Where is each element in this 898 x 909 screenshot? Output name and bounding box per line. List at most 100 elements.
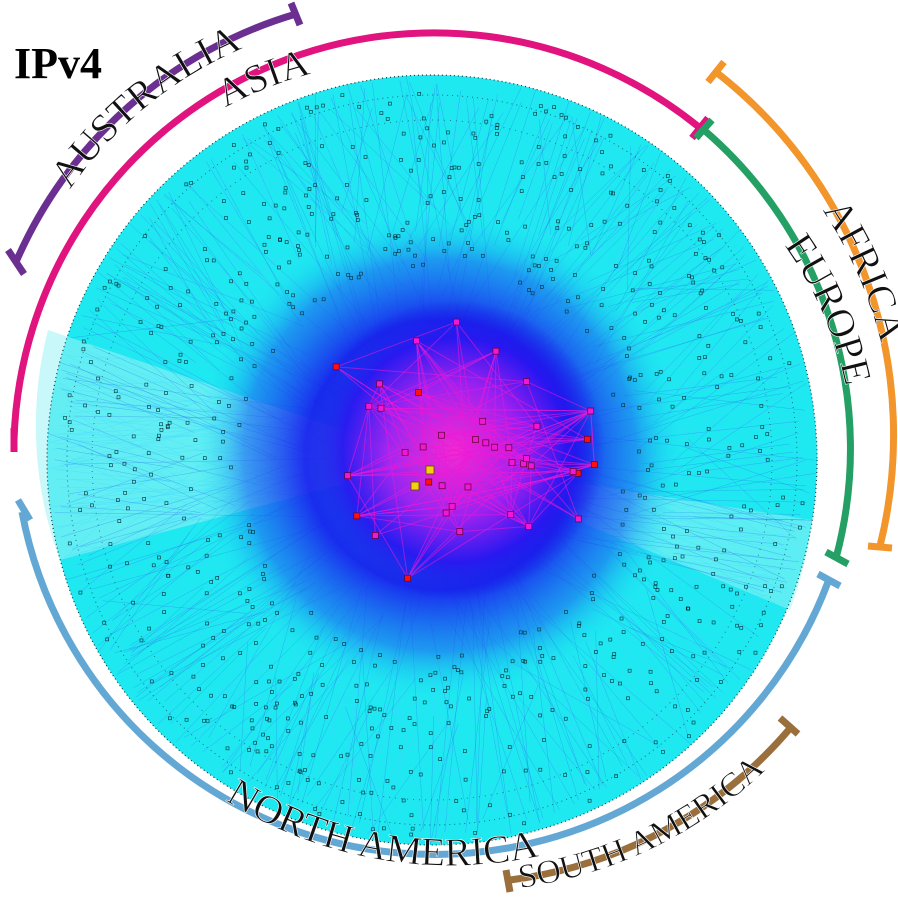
- edge: [278, 132, 317, 218]
- node: [642, 577, 646, 582]
- edge: [176, 608, 224, 722]
- node: [398, 745, 403, 750]
- edge: [80, 567, 206, 602]
- edge: [293, 125, 302, 248]
- node: [108, 279, 112, 284]
- node: [108, 542, 113, 546]
- node: [654, 689, 659, 694]
- edge: [221, 659, 306, 767]
- edge: [200, 649, 244, 767]
- node: [583, 687, 588, 692]
- node: [428, 673, 433, 678]
- node: [201, 643, 205, 648]
- edge: [102, 600, 247, 614]
- core-node: [584, 435, 591, 443]
- core-edge: [416, 340, 453, 507]
- arc-north-america-cap-a: [14, 498, 34, 522]
- node: [229, 279, 233, 284]
- node: [297, 768, 302, 773]
- node: [544, 160, 549, 165]
- node: [697, 334, 702, 339]
- node: [495, 122, 500, 127]
- node: [533, 111, 537, 116]
- edge: [656, 379, 781, 393]
- node: [255, 749, 260, 754]
- node: [585, 241, 589, 246]
- edge: [327, 99, 379, 239]
- node: [247, 220, 251, 224]
- outer-rim: [46, 74, 818, 846]
- node: [267, 679, 271, 684]
- core-node: [574, 515, 582, 523]
- node: [480, 253, 485, 258]
- node: [155, 304, 159, 309]
- node: [672, 556, 677, 561]
- node: [143, 234, 147, 238]
- node: [146, 541, 151, 545]
- edge: [130, 224, 240, 322]
- core-edge: [347, 438, 588, 477]
- node: [489, 114, 494, 118]
- node: [180, 455, 185, 460]
- node: [297, 752, 302, 756]
- node: [249, 718, 254, 723]
- node: [409, 813, 414, 818]
- core-node: [365, 402, 373, 410]
- edge: [80, 572, 255, 580]
- node: [687, 471, 691, 475]
- core-node: [438, 482, 446, 490]
- node: [212, 416, 217, 421]
- edge: [181, 660, 294, 717]
- node: [253, 740, 257, 745]
- node: [649, 463, 654, 468]
- edge: [372, 673, 442, 836]
- edge: [616, 152, 661, 270]
- edge: [304, 122, 393, 232]
- node: [186, 565, 191, 570]
- node: [686, 606, 691, 611]
- core-edge: [494, 351, 497, 448]
- node: [536, 145, 541, 149]
- core-node: [453, 318, 460, 326]
- node: [84, 491, 88, 496]
- node: [649, 681, 653, 685]
- core-edge: [407, 531, 461, 579]
- node: [643, 495, 647, 500]
- node: [224, 311, 228, 316]
- node: [467, 219, 471, 224]
- node: [308, 110, 313, 114]
- node: [620, 489, 625, 494]
- node: [787, 361, 792, 366]
- node: [275, 282, 280, 287]
- node: [608, 133, 613, 138]
- node: [276, 151, 281, 155]
- node: [408, 240, 413, 245]
- node: [484, 714, 488, 718]
- node: [505, 675, 510, 680]
- edge: [399, 80, 425, 206]
- node: [651, 507, 656, 512]
- node: [477, 213, 482, 218]
- node: [215, 576, 219, 580]
- edge: [149, 217, 222, 348]
- node: [69, 428, 74, 432]
- core-edge: [495, 351, 513, 463]
- node: [675, 544, 679, 549]
- node: [538, 104, 543, 108]
- edge: [330, 109, 436, 210]
- node: [275, 611, 279, 615]
- node: [365, 682, 369, 687]
- edge: [615, 177, 687, 311]
- node: [95, 307, 100, 312]
- node: [132, 479, 136, 484]
- core-edge: [356, 514, 511, 517]
- node: [670, 404, 675, 409]
- node: [102, 620, 107, 625]
- node: [487, 707, 492, 711]
- node: [566, 299, 570, 304]
- core-node: [587, 407, 595, 415]
- edge: [647, 619, 702, 710]
- node: [359, 648, 364, 652]
- node: [714, 557, 718, 562]
- node: [687, 734, 691, 739]
